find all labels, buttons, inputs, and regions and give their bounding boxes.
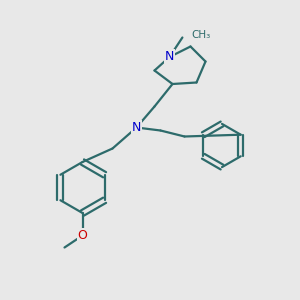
Text: N: N <box>132 121 141 134</box>
Text: O: O <box>78 229 87 242</box>
Text: N: N <box>165 50 174 64</box>
Text: CH₃: CH₃ <box>191 29 211 40</box>
